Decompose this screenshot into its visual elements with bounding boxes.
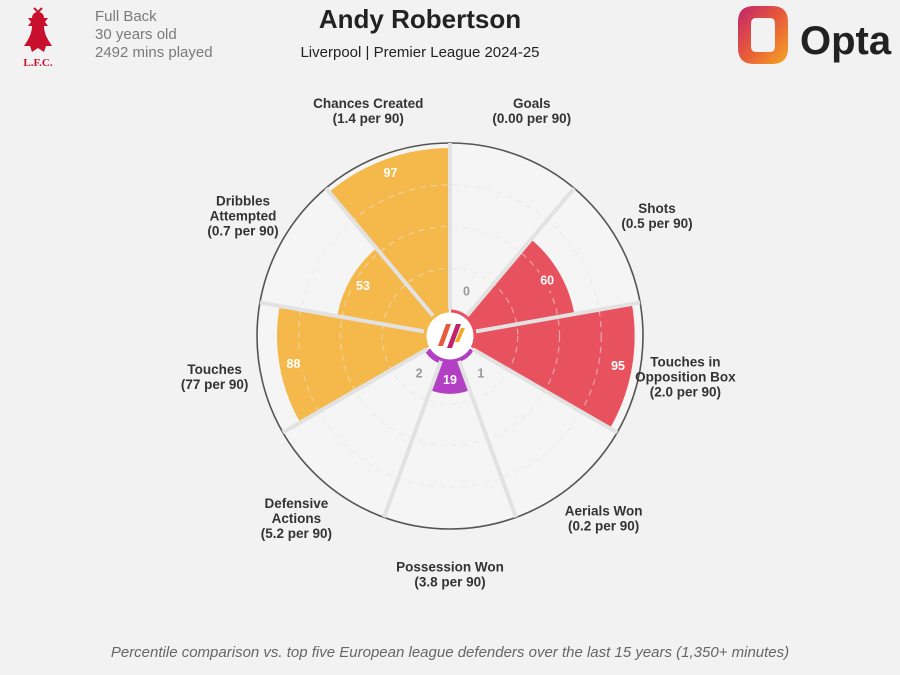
category-label-chances-created: Chances Created (1.4 per 90): [313, 96, 423, 126]
value-label-1: 60: [540, 273, 554, 287]
bar-shots: [466, 239, 575, 332]
value-badge-8: [379, 161, 402, 184]
value-label-3: 1: [477, 366, 484, 380]
category-name: Touches: [187, 362, 242, 377]
spoke-7: [259, 300, 425, 334]
page-subtitle: Liverpool | Premier League 2024-25: [300, 44, 540, 61]
category-rate: (0.7 per 90): [207, 224, 278, 239]
category-label-dribbles-attempted: Dribbles Attempted (0.7 per 90): [207, 194, 278, 239]
category-rate: (0.5 per 90): [621, 216, 692, 231]
hub-arc-attacking: [423, 309, 450, 349]
value-badge-4: [439, 368, 461, 391]
spoke-2: [475, 300, 641, 334]
category-rate: (0.2 per 90): [568, 519, 639, 534]
category-name: Dribbles: [216, 194, 270, 209]
category-label-touches-in-opposition-box: Touches in Opposition Box (2.0 per 90): [635, 355, 736, 400]
svg-text:Opta: Opta: [800, 19, 892, 63]
value-label-4: 19: [443, 373, 457, 387]
category-name: Touches in: [650, 355, 720, 370]
category-label-touches: Touches (77 per 90): [181, 362, 249, 392]
hub-arc-shooting: [450, 309, 477, 349]
category-name: Actions: [272, 511, 322, 526]
player-minutes: 2492 mins played: [95, 44, 213, 61]
category-name: Chances Created: [313, 96, 423, 111]
hub-slash-3: [455, 328, 465, 342]
value-label-0: 0: [463, 284, 470, 298]
bar-dribbles-attempted: [337, 248, 434, 332]
bar-chances-created: [329, 148, 450, 317]
category-label-shots: Shots (0.5 per 90): [621, 201, 692, 231]
hub-slash-2: [447, 324, 461, 348]
spoke-8: [324, 186, 435, 318]
value-badge-1: [536, 268, 559, 291]
category-rate: (1.4 per 90): [333, 111, 404, 126]
center-hub: [424, 310, 476, 362]
value-label-8: 97: [384, 166, 398, 180]
spoke-6: [281, 347, 429, 435]
category-label-aerials-won: Aerials Won (0.2 per 90): [565, 504, 643, 534]
value-label-6: 88: [287, 357, 301, 371]
svg-text:L.F.C.: L.F.C.: [23, 57, 52, 69]
category-label-possession-won: Possession Won (3.8 per 90): [396, 560, 504, 590]
gridline-75: [298, 184, 602, 488]
bar-touches-in-opposition-box: [472, 303, 635, 429]
category-rate: (77 per 90): [181, 377, 249, 392]
value-label-7: 53: [356, 279, 370, 293]
page-title: Andy Robertson: [318, 4, 522, 34]
player-age: 30 years old: [95, 26, 177, 43]
hub-slash-1: [438, 324, 451, 346]
spoke-3: [471, 347, 619, 435]
value-badge-7: [351, 274, 374, 297]
category-name: Possession Won: [396, 560, 504, 575]
bar-touches: [277, 305, 428, 423]
category-rate: (5.2 per 90): [261, 526, 332, 541]
spoke-1: [465, 186, 576, 318]
gridline-50: [339, 225, 561, 447]
gridline-shade-75: [298, 184, 602, 488]
category-label-defensive-actions: Defensive Actions (5.2 per 90): [261, 496, 332, 541]
value-label-2: 95: [611, 359, 625, 373]
category-name: Defensive: [264, 496, 328, 511]
value-label-5: 2: [416, 366, 423, 380]
category-rate: (2.0 per 90): [650, 385, 721, 400]
value-badge-2: [607, 354, 630, 377]
category-name: Attempted: [210, 209, 277, 224]
category-name: Opposition Box: [635, 370, 736, 385]
player-position: Full Back: [95, 8, 157, 25]
gridline-25: [381, 267, 519, 405]
player-info: Full Back 30 years old 2492 mins played: [95, 8, 213, 62]
gridline-shade-50: [340, 226, 560, 446]
gridline-shade-25: [381, 267, 519, 405]
liverpool-crest-icon: L.F.C.: [23, 7, 53, 69]
category-rate: (0.00 per 90): [492, 111, 571, 126]
value-badge-6: [282, 352, 305, 375]
opta-logo-icon: Opta: [738, 6, 892, 64]
category-name: Aerials Won: [565, 504, 643, 519]
footnote: Percentile comparison vs. top five Europ…: [110, 644, 790, 661]
category-name: Goals: [513, 96, 551, 111]
category-label-goals: Goals (0.00 per 90): [492, 96, 571, 126]
hub-arc-defending: [427, 348, 473, 363]
category-name: Shots: [638, 201, 676, 216]
category-rate: (3.8 per 90): [414, 575, 485, 590]
spoke-4: [457, 359, 518, 519]
spoke-5: [382, 359, 443, 519]
